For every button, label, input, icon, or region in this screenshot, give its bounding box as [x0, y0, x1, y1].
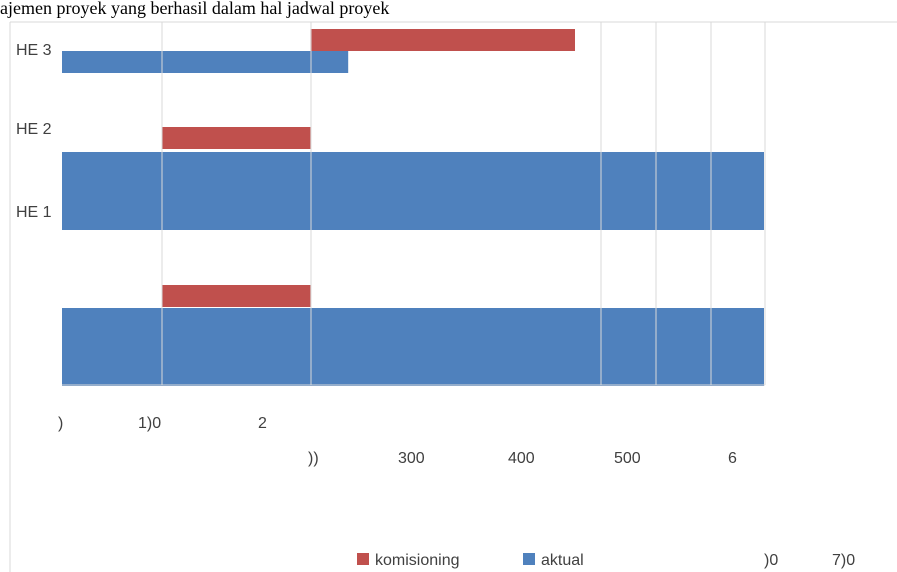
x-tick-label-0: ) [58, 415, 63, 432]
bars [62, 22, 764, 386]
bar-komisioning-2 [162, 127, 311, 149]
x-tick-label-300: 300 [398, 450, 425, 467]
x-tick-label-200: 2 [258, 415, 267, 432]
bar-komisioning-0 [162, 285, 311, 307]
bar-aktual-1 [62, 152, 764, 230]
category-label-3: HE 3 [16, 42, 52, 59]
x-tick-label-100: 1)0 [138, 415, 161, 432]
legend-swatch-komisioning [357, 553, 369, 565]
x-tick-label-200b: )) [308, 450, 319, 467]
x-tick-label-700: 7)0 [832, 552, 855, 569]
caption-fragment: ajemen proyek yang berhasil dalam hal ja… [0, 0, 389, 18]
x-tick-label-600b: )0 [764, 552, 778, 569]
bar-aktual-0 [62, 308, 764, 386]
legend-swatch-aktual [523, 553, 535, 565]
x-tick-label-600: 6 [728, 450, 737, 467]
bar-aktual-3 [62, 51, 349, 73]
x-tick-label-500: 500 [614, 450, 641, 467]
category-label-2: HE 2 [16, 121, 52, 138]
legend: komisioning aktual [357, 552, 584, 569]
legend-label-aktual: aktual [541, 552, 584, 569]
category-labels: HE 1 HE 2 HE 3 [16, 42, 52, 221]
x-tick-label-400: 400 [508, 450, 535, 467]
category-label-1: HE 1 [16, 204, 52, 221]
legend-label-komisioning: komisioning [375, 552, 459, 569]
bar-komisioning-3 [310, 29, 575, 51]
